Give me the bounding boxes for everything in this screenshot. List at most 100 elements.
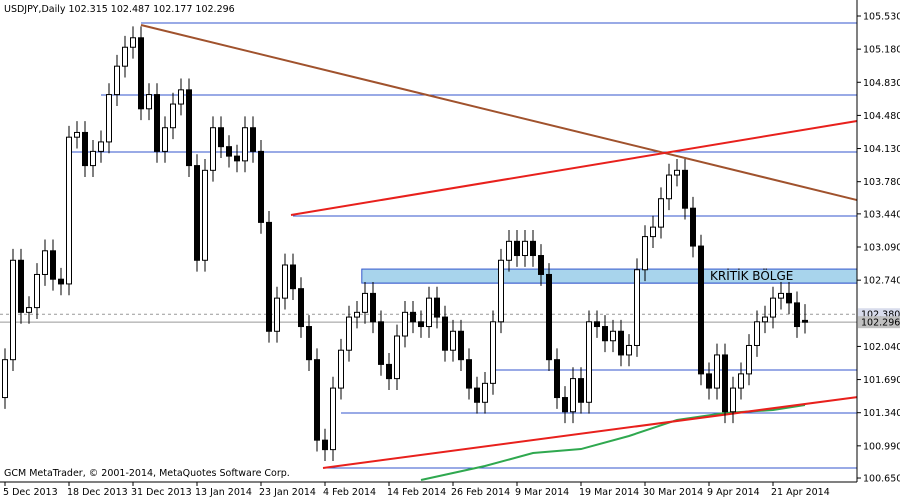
- candle-body: [386, 363, 392, 380]
- candle-body: [202, 169, 208, 261]
- candle-body: [450, 330, 456, 351]
- chart-title: USDJPY,Daily 102.315 102.487 102.177 102…: [4, 4, 235, 15]
- y-tick-label: 101.690: [863, 375, 900, 386]
- candle-body: [354, 311, 360, 318]
- candle-body: [74, 131, 80, 138]
- candle-body: [82, 131, 88, 167]
- candle-body: [362, 292, 368, 313]
- candle-body: [506, 240, 512, 261]
- candle-body: [666, 174, 672, 200]
- candle-body: [746, 344, 752, 375]
- candle-body: [90, 150, 96, 167]
- x-tick-label: 13 Jan 2014: [195, 487, 252, 498]
- x-tick-label: 4 Feb 2014: [323, 487, 376, 498]
- x-tick-label: 30 Mar 2014: [643, 487, 703, 498]
- candle-body: [482, 382, 488, 403]
- candle-body: [18, 259, 24, 313]
- candle-body: [610, 330, 616, 342]
- y-tick-label: 105.530: [863, 12, 900, 23]
- candle-body: [522, 240, 528, 257]
- candle-body: [434, 297, 440, 318]
- candle-body: [2, 359, 8, 399]
- candle-body: [634, 269, 640, 346]
- candle-body: [266, 221, 272, 332]
- candle-body: [66, 136, 72, 285]
- candle-body: [490, 321, 496, 384]
- candle-body: [394, 335, 400, 380]
- candle-body: [106, 94, 112, 143]
- candle-body: [570, 378, 576, 413]
- y-tick-label: 103.440: [863, 209, 900, 220]
- candle-body: [602, 326, 608, 342]
- candle-body: [290, 264, 296, 290]
- x-tick-label: 14 Feb 2014: [387, 487, 446, 498]
- candle-body: [578, 378, 584, 403]
- candle-body: [642, 236, 648, 271]
- candle-body: [658, 198, 664, 228]
- y-tick-label: 103.090: [863, 243, 900, 254]
- candle-body: [682, 169, 688, 209]
- candle-body: [458, 330, 464, 361]
- candle-body: [258, 150, 264, 223]
- y-tick-label: 104.130: [863, 144, 900, 155]
- candle-body: [474, 387, 480, 403]
- candle-body: [322, 439, 328, 451]
- plot-area: KRİTİK BÖLGE: [0, 22, 858, 481]
- zone-label: KRİTİK BÖLGE: [710, 267, 793, 283]
- candle-body: [466, 359, 472, 389]
- candle-body: [306, 326, 312, 361]
- candle-body: [650, 226, 656, 238]
- y-tick-label: 105.180: [863, 45, 900, 56]
- candle-body: [418, 321, 424, 328]
- candle-body: [706, 373, 712, 389]
- trend-line: [322, 396, 858, 469]
- candle-body: [442, 316, 448, 351]
- candle-body: [274, 297, 280, 332]
- candle-body: [778, 292, 784, 299]
- candle-body: [146, 94, 152, 110]
- candle-body: [250, 127, 256, 152]
- candle-body: [698, 245, 704, 375]
- candle-body: [346, 316, 352, 351]
- y-tick-label: 100.990: [863, 441, 900, 452]
- candle-body: [498, 259, 504, 323]
- candle-body: [594, 321, 600, 328]
- x-tick-label: 19 Mar 2014: [579, 487, 639, 498]
- footer: GCM MetaTrader, © 2001-2014, MetaQuotes …: [4, 468, 290, 479]
- candle-body: [538, 255, 544, 275]
- candle-body: [50, 250, 56, 280]
- price-label: 102.380: [861, 310, 900, 321]
- candle-body: [754, 321, 760, 346]
- candle-body: [58, 278, 64, 285]
- candle-body: [242, 127, 248, 162]
- candle-body: [330, 387, 336, 451]
- candle-body: [794, 302, 800, 328]
- candle-body: [546, 273, 552, 361]
- price-label-box: [858, 316, 900, 329]
- y-tick-label: 100.650: [863, 474, 900, 485]
- y-tick-label: 104.480: [863, 111, 900, 122]
- candle-body: [762, 316, 768, 323]
- candle-body: [722, 354, 728, 413]
- y-tick-label: 103.780: [863, 177, 900, 188]
- candle-body: [26, 307, 32, 313]
- candle-body: [626, 344, 632, 356]
- x-tick-label: 26 Feb 2014: [451, 487, 510, 498]
- candle-body: [514, 240, 520, 257]
- candle-body: [530, 240, 536, 257]
- candle-body: [370, 292, 376, 323]
- candle-body: [618, 330, 624, 356]
- trend-line: [140, 24, 858, 202]
- candle-body: [210, 127, 216, 171]
- x-tick-label: 5 Dec 2013: [3, 487, 58, 498]
- x-tick-label: 9 Apr 2014: [707, 487, 760, 498]
- candle-body: [138, 37, 144, 110]
- candle-body: [410, 311, 416, 323]
- candle-body: [178, 89, 184, 105]
- candle-body: [402, 311, 408, 337]
- candle-body: [226, 146, 232, 157]
- candle-body: [162, 127, 168, 152]
- x-tick-label: 18 Dec 2013: [67, 487, 128, 498]
